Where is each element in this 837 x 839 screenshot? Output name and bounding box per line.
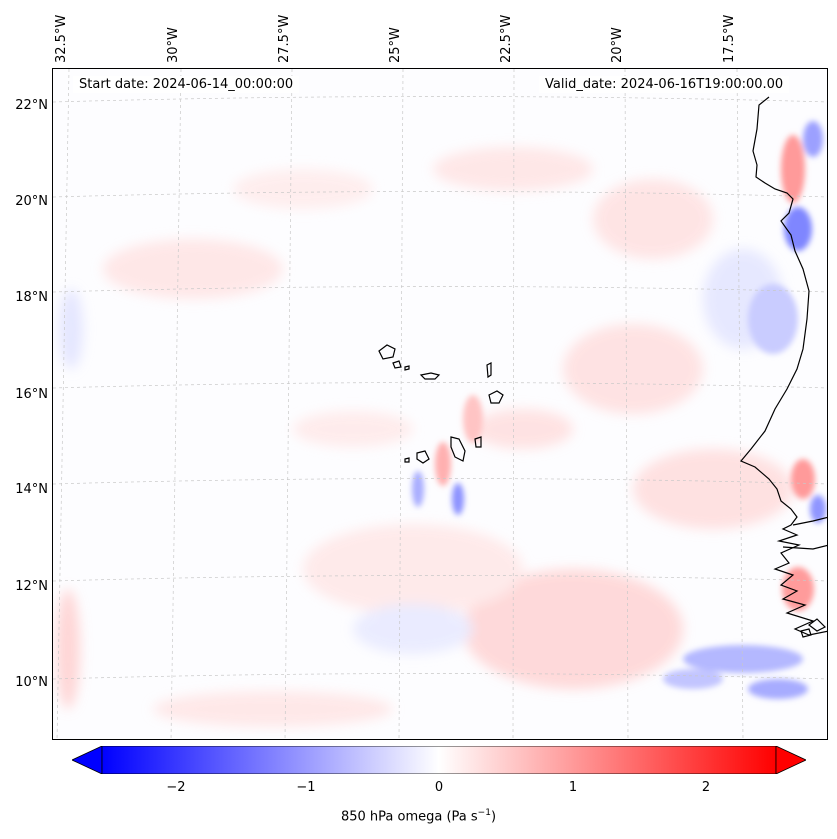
lat-label-22n: 22°N xyxy=(15,98,48,113)
map-panel[interactable] xyxy=(52,68,828,740)
colorbar-tick-minus1: −1 xyxy=(296,780,316,795)
lat-label-10n: 10°N xyxy=(15,675,48,690)
lon-label-20w: 20°W xyxy=(610,27,625,63)
lat-label-12n: 12°N xyxy=(15,579,48,594)
island-santo-antao xyxy=(378,344,396,360)
colorbar-body xyxy=(101,746,777,774)
island-santa-luzia xyxy=(404,365,410,371)
colorbar-tick-2: 2 xyxy=(701,780,711,795)
colorbar-tick-0: 0 xyxy=(434,780,444,795)
coastlines xyxy=(378,96,827,638)
lat-label-20n: 20°N xyxy=(15,194,48,209)
valid-date-label: Valid_date: 2024-06-16T19:00:00.00 xyxy=(539,76,790,93)
africa-coastline xyxy=(740,96,827,636)
island-sao-vicente xyxy=(392,360,402,369)
map-canvas[interactable] xyxy=(53,69,828,740)
lon-label-17-5w: 17.5°W xyxy=(722,14,737,63)
lon-label-30w: 30°W xyxy=(166,27,181,63)
colorbar-label-exponent: −1 xyxy=(477,808,491,818)
lon-label-25w: 25°W xyxy=(388,27,403,63)
colorbar-label-close: ) xyxy=(490,809,497,825)
colorbar-label: 850 hPa omega (Pa s−1) xyxy=(0,808,837,824)
island-fogo xyxy=(416,450,430,464)
start-date-label: Start date: 2024-06-14_00:00:00 xyxy=(73,76,300,93)
island-sao-nicolau xyxy=(419,372,441,380)
island-santiago xyxy=(450,436,466,462)
lon-label-27-5w: 27.5°W xyxy=(277,14,292,63)
bijagos-islands xyxy=(800,618,827,638)
colorbar-label-text: 850 hPa omega (Pa s xyxy=(340,809,478,825)
island-maio xyxy=(474,436,482,448)
senegal-river-outline xyxy=(792,516,827,526)
lat-label-18n: 18°N xyxy=(15,290,48,305)
gambia-outline xyxy=(782,544,827,550)
lat-label-14n: 14°N xyxy=(15,482,48,497)
island-boa-vista xyxy=(488,390,504,404)
colorbar-extend-right xyxy=(775,746,806,774)
lat-label-16n: 16°N xyxy=(15,387,48,402)
lon-label-32-5w: 32.5°W xyxy=(54,14,69,63)
colorbar-tick-1: 1 xyxy=(568,780,578,795)
colorbar-extend-left xyxy=(72,746,103,774)
colorbar-tick-minus2: −2 xyxy=(166,780,186,795)
omega-field xyxy=(56,121,826,727)
island-sal xyxy=(486,362,492,379)
graticule xyxy=(53,69,827,739)
island-brava xyxy=(404,457,410,463)
lon-label-22-5w: 22.5°W xyxy=(499,14,514,63)
colorbar xyxy=(72,746,806,774)
